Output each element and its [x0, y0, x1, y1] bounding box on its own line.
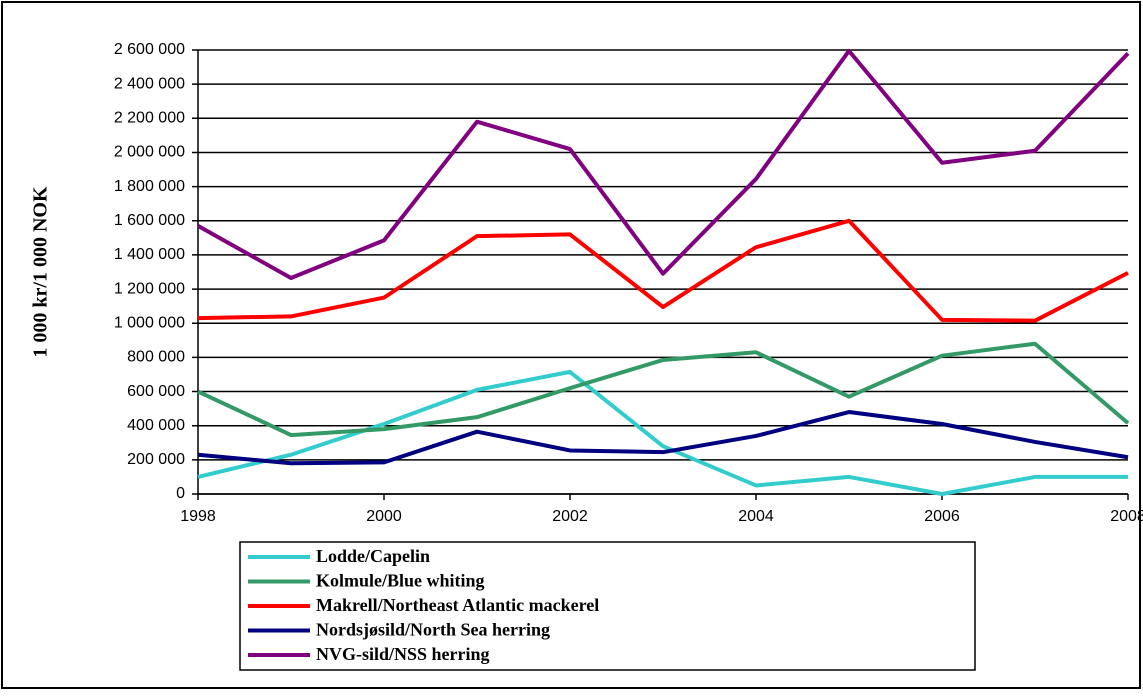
y-tick-label: 0	[176, 485, 185, 502]
y-tick-label: 1 400 000	[114, 246, 185, 263]
x-tick-label: 1998	[180, 508, 216, 525]
legend-label: Lodde/Capelin	[316, 546, 430, 566]
x-tick-label: 2008	[1110, 508, 1143, 525]
y-tick-label: 1 600 000	[114, 212, 185, 229]
y-tick-label: 800 000	[127, 349, 185, 366]
x-tick-label: 2004	[738, 508, 774, 525]
legend-box	[239, 541, 976, 671]
y-axis-title: 1 000 kr/1 000 NOK	[30, 186, 52, 358]
series-line	[197, 369, 1128, 496]
legend-label: Kolmule/Blue whiting	[316, 571, 485, 591]
series-line	[197, 341, 1130, 438]
x-tick-label: 2000	[366, 508, 402, 525]
y-tick-label: 2 200 000	[114, 110, 185, 127]
y-tick-label: 600 000	[127, 383, 185, 400]
y-tick-label: 1 800 000	[114, 178, 185, 195]
y-tick-label: 2 000 000	[114, 144, 185, 161]
y-tick-label: 1 200 000	[114, 280, 185, 297]
legend-label: NVG-sild/NSS herring	[316, 644, 490, 664]
y-tick-label: 2 400 000	[114, 75, 185, 92]
legend-label: Makrell/Northeast Atlantic mackerel	[316, 595, 599, 615]
series-line	[197, 48, 1130, 280]
series-line	[197, 410, 1129, 466]
y-tick-label: 2 600 000	[114, 41, 185, 58]
x-tick-label: 2002	[552, 508, 588, 525]
y-tick-label: 400 000	[127, 417, 185, 434]
legend-label: Nordsjøsild/North Sea herring	[316, 620, 550, 640]
x-tick-label: 2006	[924, 508, 960, 525]
series-line	[197, 218, 1129, 323]
y-tick-label: 200 000	[127, 451, 185, 468]
y-tick-label: 1 000 000	[114, 314, 185, 331]
